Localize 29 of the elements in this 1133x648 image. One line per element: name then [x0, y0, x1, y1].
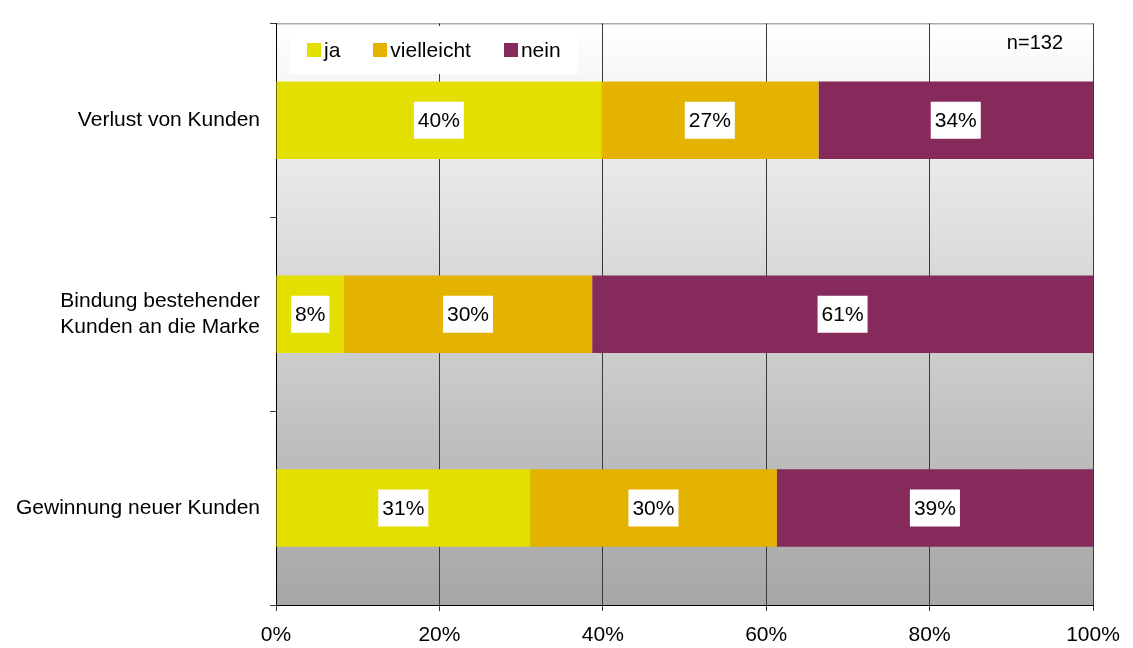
legend-label: nein: [520, 38, 561, 63]
data-label: 34%: [934, 108, 977, 132]
x-tick-label: 60%: [745, 622, 788, 646]
x-tick-label: 80%: [908, 622, 951, 646]
bar: [530, 469, 777, 547]
y-tick-label: Gewinnung neuer Kunden: [15, 494, 260, 518]
bar: [343, 275, 593, 353]
x-tick-label: 40%: [581, 622, 624, 646]
data-label: 30%: [632, 495, 675, 519]
data-label: 39%: [913, 495, 956, 519]
bar: [818, 81, 1093, 160]
data-label: 40%: [417, 108, 460, 132]
data-label: 27%: [688, 108, 731, 132]
y-tick-label: Bindung bestehender Kunden an die Marke: [60, 287, 260, 338]
bar: [276, 469, 531, 547]
bar: [592, 275, 1093, 353]
bar: [276, 81, 602, 160]
x-tick-label: 20%: [418, 622, 461, 646]
legend-label: ja: [324, 38, 341, 63]
data-label: 8%: [294, 301, 326, 325]
data-label: 30%: [446, 301, 490, 325]
x-tick-label: 0%: [260, 622, 292, 646]
bar: [776, 469, 1093, 547]
data-label: 61%: [821, 301, 864, 325]
annotation: n=132: [1006, 31, 1063, 54]
x-tick-label: 100%: [1066, 622, 1120, 646]
legend-label: vielleicht: [390, 38, 471, 63]
y-tick-label: Verlust von Kunden: [77, 107, 260, 131]
data-label: 31%: [382, 495, 425, 519]
